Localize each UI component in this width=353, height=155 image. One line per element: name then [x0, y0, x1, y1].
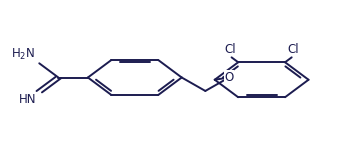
Text: HN: HN	[19, 93, 36, 106]
Text: O: O	[225, 71, 234, 84]
Text: H$_2$N: H$_2$N	[11, 47, 35, 62]
Text: Cl: Cl	[288, 43, 299, 56]
Text: Cl: Cl	[224, 43, 236, 56]
